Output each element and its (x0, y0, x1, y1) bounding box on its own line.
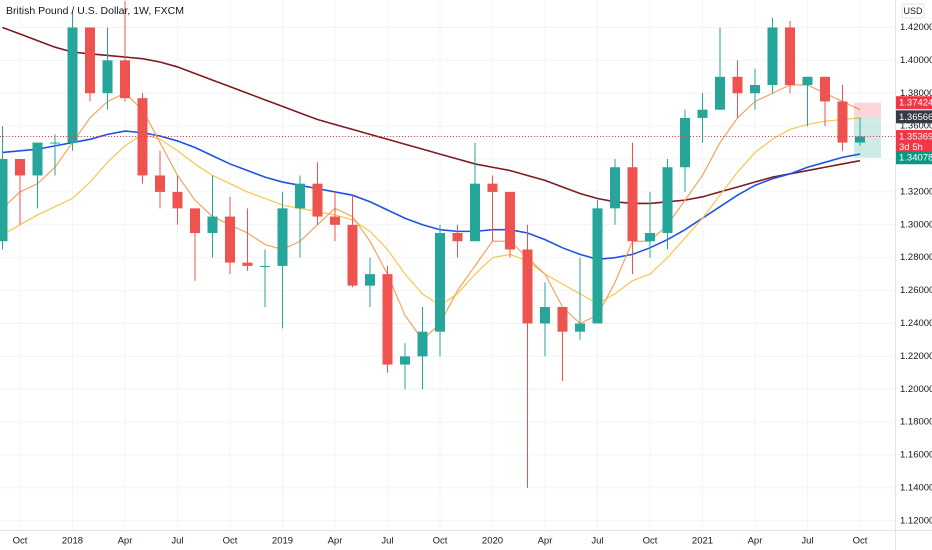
candle-body (225, 216, 235, 263)
candle-body (697, 109, 708, 118)
candle-body (277, 208, 288, 266)
candle-body (837, 101, 848, 143)
candle-body (32, 142, 43, 176)
candle-body (400, 356, 410, 365)
candle-body (557, 307, 568, 332)
x-tick-label: Jul (381, 536, 393, 547)
candle-body (312, 183, 323, 217)
candle-body (452, 233, 463, 242)
x-tick-label: Apr (118, 536, 133, 547)
stop-price-box (896, 96, 932, 110)
y-tick-label: 1.36000 (900, 121, 932, 132)
candle-body (732, 76, 743, 94)
candle-body (15, 159, 25, 176)
x-tick-label: 2021 (692, 536, 713, 547)
candle-body (85, 27, 95, 94)
candle-body (50, 142, 60, 144)
entry-price-box (896, 110, 932, 124)
stop-zone (854, 102, 881, 117)
candle-body (435, 233, 445, 332)
candle-body (207, 216, 218, 234)
chart-title: British Pound / U.S. Dollar, 1W, FXCM (6, 5, 184, 17)
candle-body (120, 60, 130, 99)
x-tick-label: 2019 (272, 536, 293, 547)
y-tick-label: 1.24000 (900, 318, 932, 329)
candle-body (855, 136, 865, 143)
candle-body (785, 27, 795, 86)
candle-body (137, 98, 148, 176)
candle-body (505, 191, 515, 250)
y-tick-label: 1.18000 (900, 417, 932, 428)
y-tick-label: 1.20000 (900, 384, 932, 395)
candle-body (0, 159, 8, 242)
candle-body (190, 208, 200, 234)
x-tick-label: Jul (591, 536, 603, 547)
candle-body (470, 183, 480, 242)
candle-body (347, 224, 358, 286)
candle-body (575, 323, 585, 332)
x-tick-label: Apr (328, 536, 343, 547)
candle-body (522, 249, 533, 324)
y-tick-label: 1.28000 (900, 252, 932, 263)
x-tick-label: Oct (853, 536, 868, 547)
candle-body (365, 274, 375, 286)
candle-body (417, 331, 428, 357)
candle-body (540, 307, 550, 324)
x-tick-label: Apr (538, 536, 553, 547)
candle-body (645, 233, 655, 242)
candle-body (820, 76, 830, 102)
x-tick-label: 2018 (62, 536, 83, 547)
candle-body (67, 27, 78, 143)
y-tick-label: 1.14000 (900, 482, 932, 493)
candle-body (172, 191, 183, 209)
candle-body (330, 216, 340, 225)
x-tick-label: 2020 (482, 536, 503, 547)
stop-price-label: 1.37424 (899, 98, 932, 109)
entry-price-label: 1.36566 (899, 112, 932, 123)
candle-body (487, 183, 498, 192)
target-zone (854, 116, 881, 158)
y-tick-label: 1.26000 (900, 285, 932, 296)
y-tick-label: 1.22000 (900, 351, 932, 362)
x-tick-label: Jul (801, 536, 813, 547)
candle-body (662, 167, 673, 234)
y-tick-label: 1.38000 (900, 88, 932, 99)
x-tick-label: Oct (643, 536, 658, 547)
target-price-box (896, 151, 932, 165)
candle-body (627, 167, 638, 242)
y-tick-label: 1.30000 (900, 219, 932, 230)
y-tick-label: 1.12000 (900, 515, 932, 526)
candle-body (802, 76, 813, 86)
candle-body (295, 183, 305, 209)
y-tick-label: 1.40000 (900, 55, 932, 66)
x-tick-label: Oct (433, 536, 448, 547)
x-tick-label: Oct (223, 536, 238, 547)
last-price-box (896, 130, 932, 155)
y-tick-label: 1.42000 (900, 22, 932, 33)
last-price-countdown: 3d 5h (899, 142, 923, 153)
price-axis (895, 0, 932, 530)
target-price-label: 1.34078 (899, 153, 932, 164)
candle-body (750, 85, 760, 94)
candle-body (242, 262, 253, 266)
x-tick-label: Apr (748, 536, 763, 547)
candle-body (592, 208, 603, 324)
candle-body (715, 76, 725, 110)
unit-box[interactable] (901, 3, 925, 19)
moving-average (2, 26, 861, 205)
candle-body (260, 265, 270, 267)
x-tick-label: Oct (13, 536, 28, 547)
candle-body (102, 60, 113, 94)
candle-body (382, 274, 393, 365)
candle-body (155, 175, 165, 192)
axis-unit[interactable]: USD (903, 6, 923, 16)
candle-body (610, 167, 620, 209)
candle-body (767, 27, 778, 86)
y-tick-label: 1.16000 (900, 450, 932, 461)
candle-body (680, 117, 690, 168)
x-tick-label: Jul (171, 536, 183, 547)
y-tick-label: 1.32000 (900, 186, 932, 197)
last-price-label: 1.35369 (899, 132, 932, 143)
